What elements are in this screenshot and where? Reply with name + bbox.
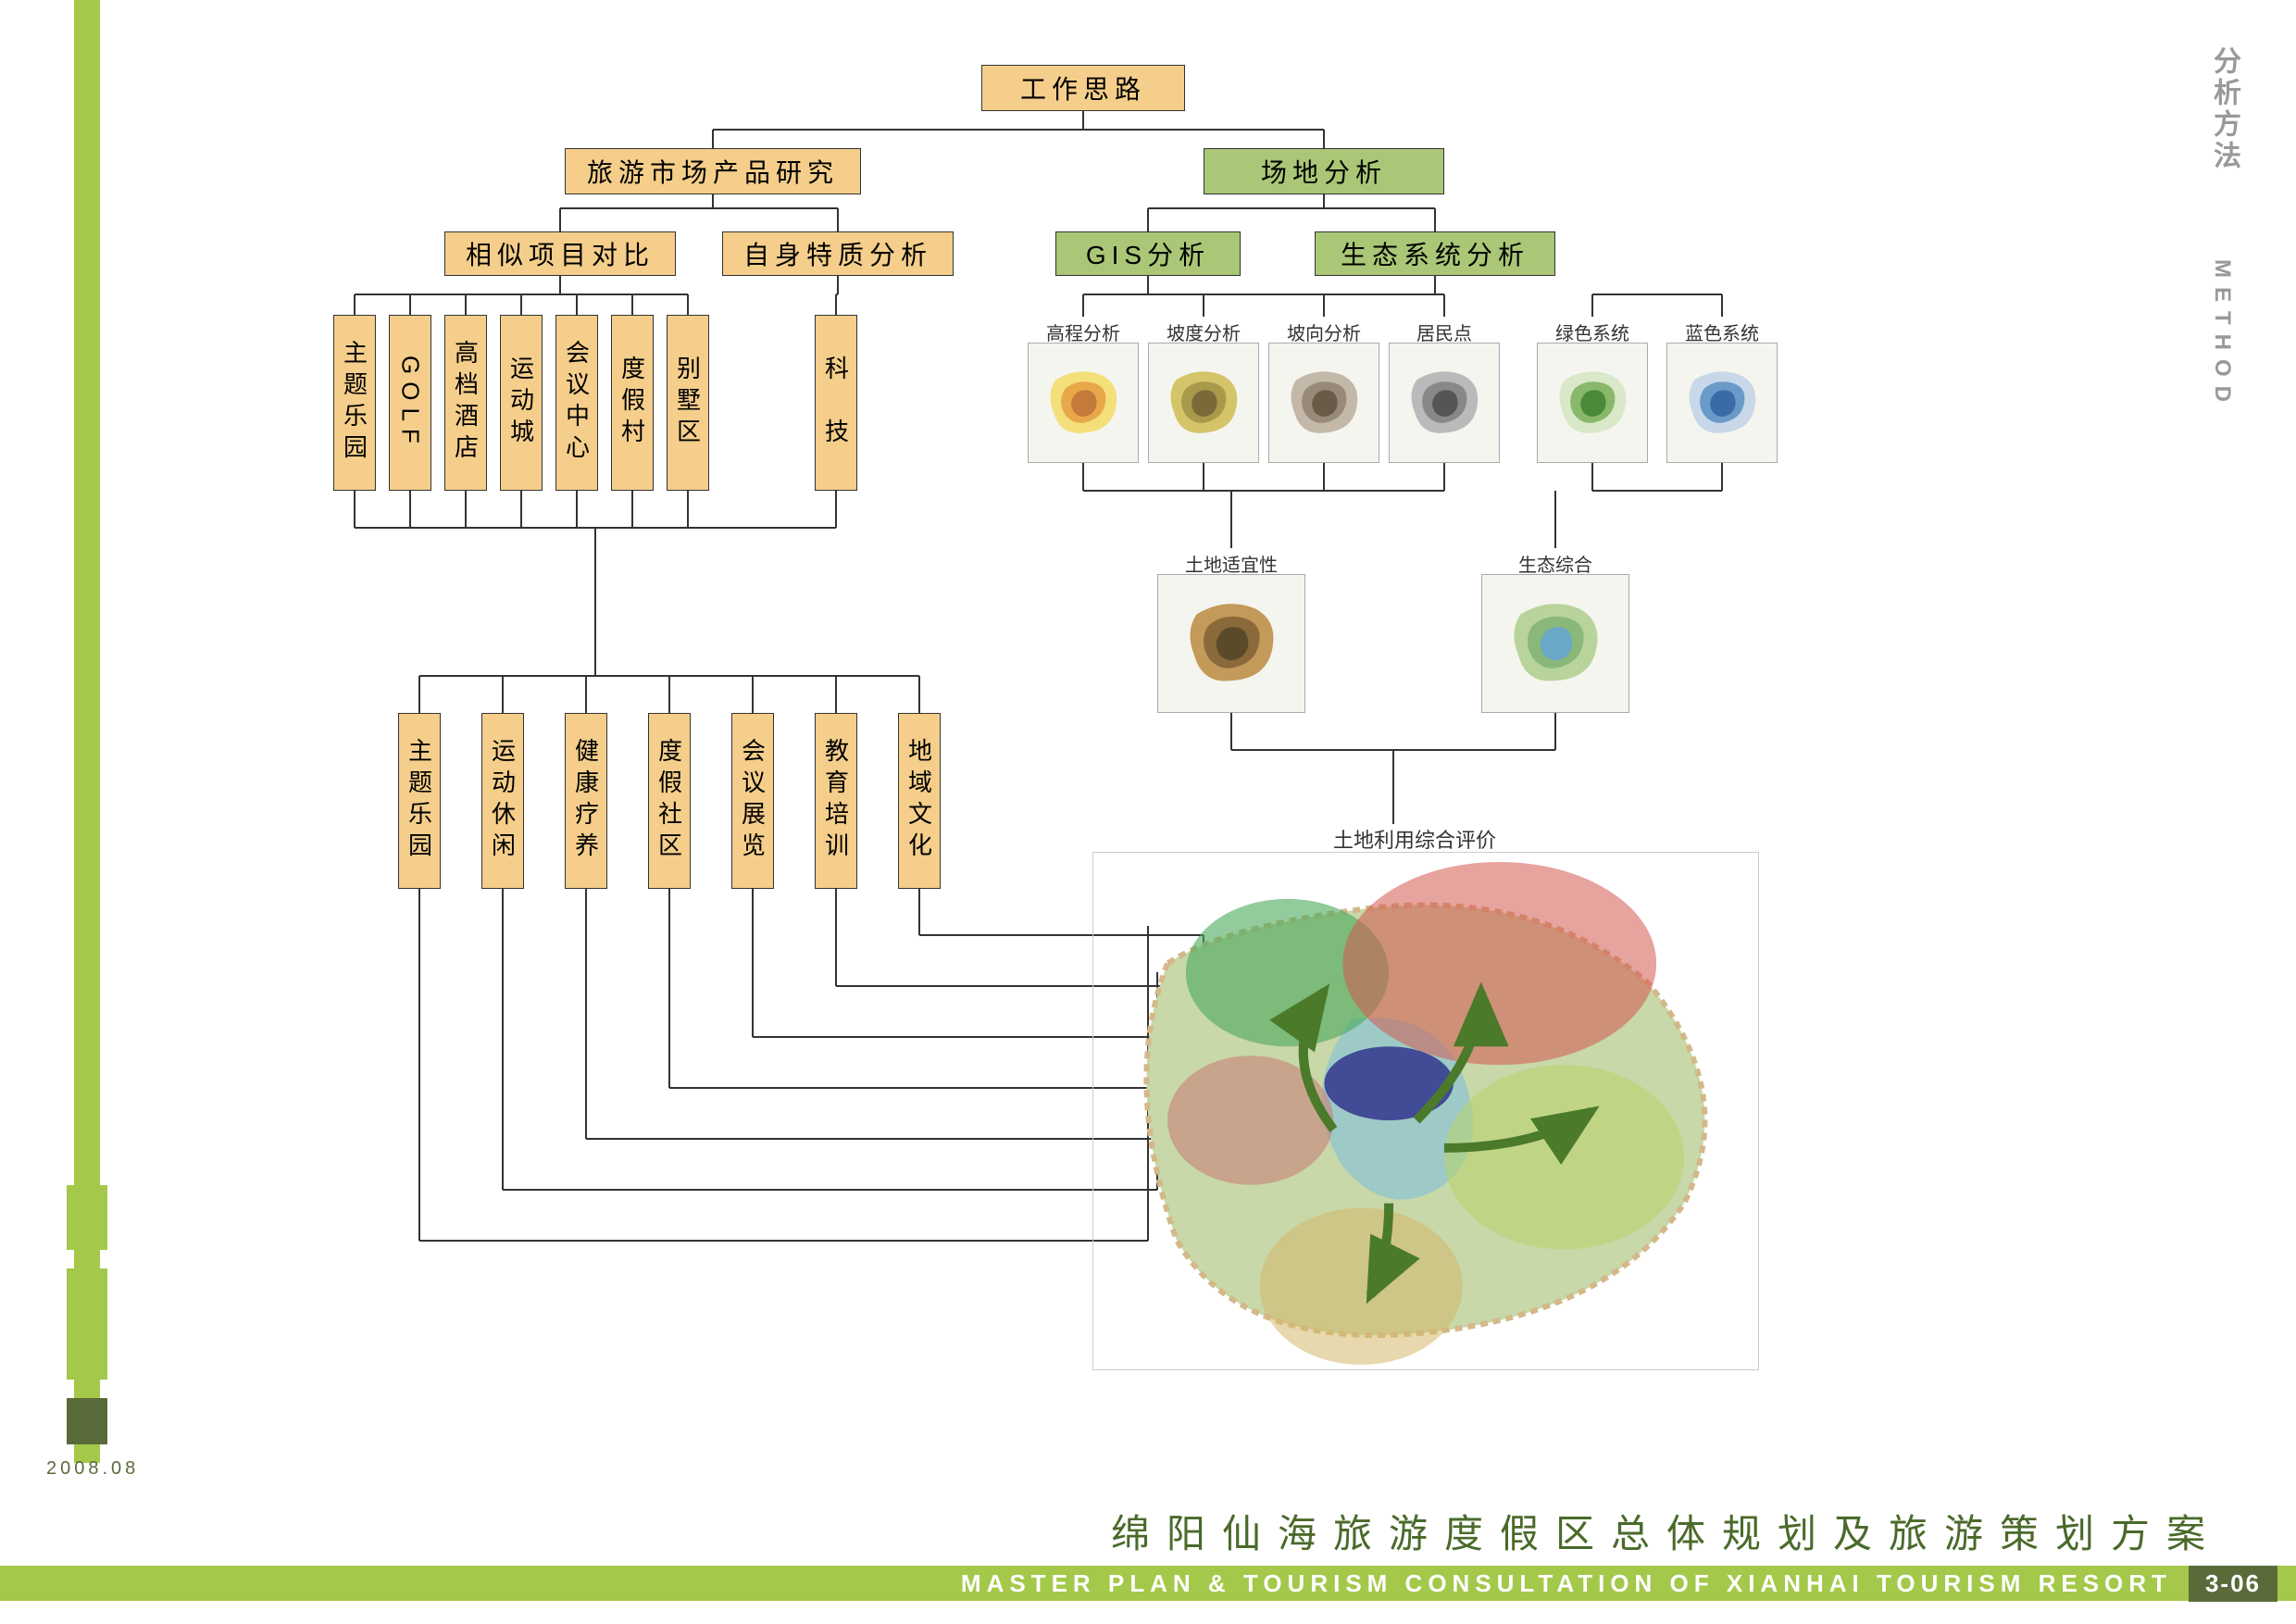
gis-thumb-3	[1389, 343, 1500, 463]
category-top-6: 别墅区	[667, 315, 709, 491]
category-bottom-5: 教育培训	[815, 713, 857, 889]
category-top-5: 度假村	[611, 315, 654, 491]
node-l2d: 生态系统分析	[1315, 231, 1555, 276]
gis-thumb-0	[1028, 343, 1139, 463]
category-top-1: GOLF	[389, 315, 431, 491]
node-l2b: 自身特质分析	[722, 231, 954, 276]
category-bottom-0: 主题乐园	[398, 713, 441, 889]
mid-thumb-1	[1481, 574, 1629, 713]
gis-thumb-label-2: 坡向分析	[1268, 319, 1379, 345]
category-top-7: 科 技	[815, 315, 857, 491]
gis-thumb-label-0: 高程分析	[1028, 319, 1139, 345]
gis-thumb-2	[1268, 343, 1379, 463]
left-accent-1	[67, 1185, 107, 1250]
gis-thumb-label-1: 坡度分析	[1148, 319, 1259, 345]
footer-bar: MASTER PLAN & TOURISM CONSULTATION OF XI…	[0, 1566, 2296, 1601]
category-top-3: 运动城	[500, 315, 543, 491]
mid-thumb-label-1: 生态综合	[1481, 550, 1629, 577]
section-title-en: METHOD	[2209, 259, 2235, 296]
section-title-cn: 分析方法	[2203, 46, 2244, 172]
mid-thumb-0	[1157, 574, 1305, 713]
category-top-2: 高档酒店	[444, 315, 487, 491]
category-bottom-3: 度假社区	[648, 713, 691, 889]
eco-thumb-label-1: 蓝色系统	[1666, 319, 1778, 345]
date: 2008.08	[46, 1458, 139, 1480]
node-l1a: 旅游市场产品研究	[565, 148, 861, 194]
final-map	[1092, 852, 1759, 1370]
gis-thumb-1	[1148, 343, 1259, 463]
category-bottom-2: 健康疗养	[565, 713, 607, 889]
left-accent-3	[67, 1398, 107, 1444]
node-root: 工作思路	[981, 65, 1185, 111]
gis-thumb-label-3: 居民点	[1389, 319, 1500, 345]
footer-title-en: MASTER PLAN & TOURISM CONSULTATION OF XI…	[961, 1569, 2172, 1598]
category-bottom-4: 会议展览	[731, 713, 774, 889]
eco-thumb-1	[1666, 343, 1778, 463]
category-bottom-1: 运动休闲	[481, 713, 524, 889]
section-title: 分析方法 METHOD	[2203, 46, 2240, 226]
final-map-label: 土地利用综合评价	[1333, 824, 1496, 854]
page-number: 3-06	[2189, 1566, 2277, 1602]
category-bottom-6: 地域文化	[898, 713, 941, 889]
eco-thumb-0	[1537, 343, 1648, 463]
footer-title-cn: 绵阳仙海旅游度假区总体规划及旅游策划方案	[0, 1503, 2222, 1559]
category-top-4: 会议中心	[555, 315, 598, 491]
category-top-0: 主题乐园	[333, 315, 376, 491]
left-accent-2	[67, 1268, 107, 1380]
footer: 绵阳仙海旅游度假区总体规划及旅游策划方案	[0, 1503, 2296, 1559]
node-l1b: 场地分析	[1204, 148, 1444, 194]
method-diagram: 工作思路旅游市场产品研究 场地分析相似项目对比 自身特质分析 GIS分析 生态系统分析主…	[167, 46, 2111, 1435]
mid-thumb-label-0: 土地适宜性	[1157, 550, 1305, 577]
node-l2c: GIS分析	[1055, 231, 1241, 276]
node-l2a: 相似项目对比	[444, 231, 676, 276]
eco-thumb-label-0: 绿色系统	[1537, 319, 1648, 345]
